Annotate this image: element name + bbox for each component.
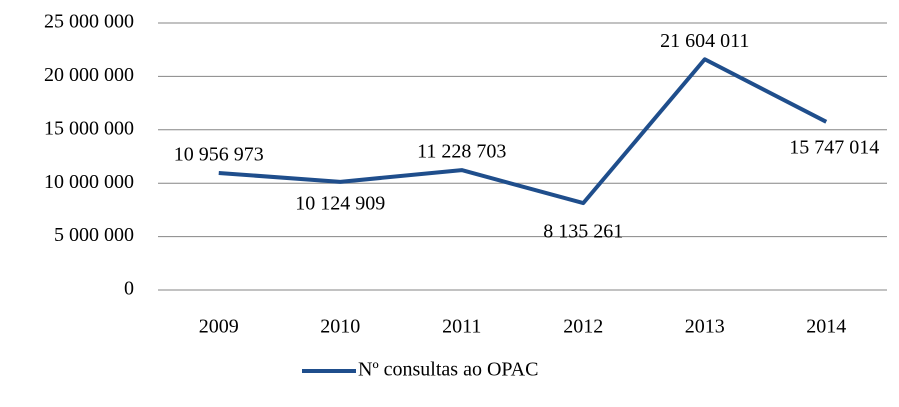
y-tick-label: 20 000 000 [44,64,134,86]
y-tick-label: 25 000 000 [44,11,134,33]
y-tick-label: 0 [124,278,134,300]
data-label: 21 604 011 [660,30,749,52]
y-tick-label: 10 000 000 [44,171,134,193]
legend-label: Nº consultas ao OPAC [358,359,538,381]
data-label: 11 228 703 [417,141,506,163]
x-tick-label: 2009 [199,316,239,338]
data-label: 10 124 909 [295,192,385,214]
x-tick-label: 2010 [320,316,360,338]
y-tick-label: 5 000 000 [54,224,134,246]
line-series [218,57,828,206]
data-label: 8 135 261 [543,221,623,243]
x-tick-label: 2013 [685,316,725,338]
y-tick-label: 15 000 000 [44,117,134,139]
data-label: 10 956 973 [174,144,264,166]
x-tick-label: 2011 [442,316,481,338]
data-label: 15 747 014 [789,136,879,158]
x-tick-label: 2012 [563,316,603,338]
x-tick-label: 2014 [806,316,846,338]
